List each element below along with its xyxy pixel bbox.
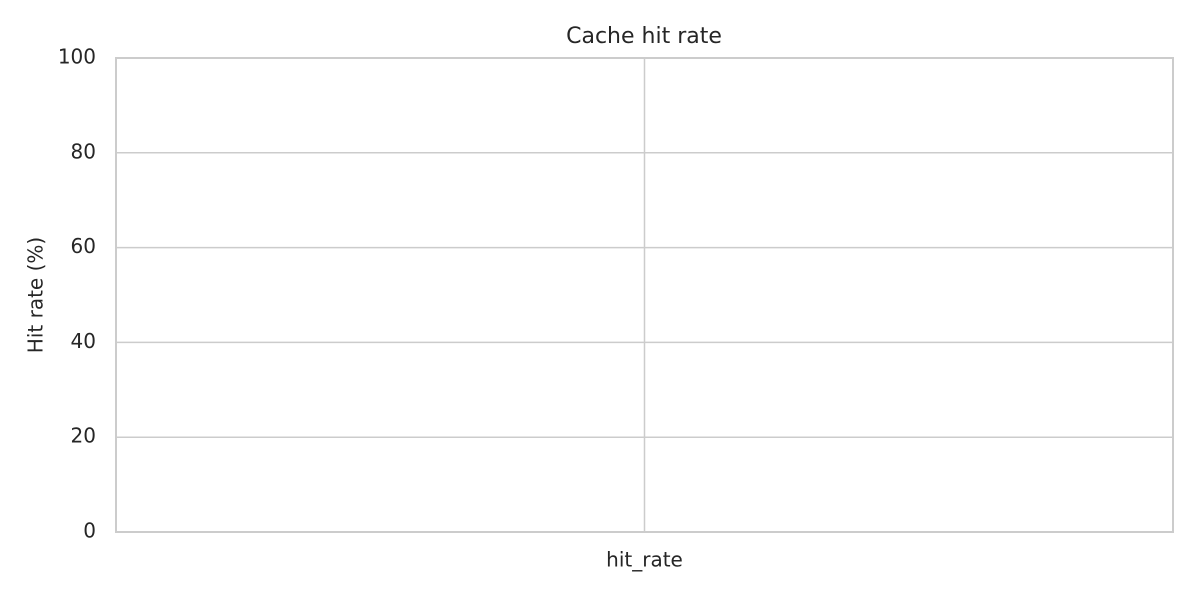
x-tick-label: hit_rate [606,548,683,572]
chart-title: Cache hit rate [566,24,722,49]
y-tick-label: 20 [71,424,96,448]
y-axis-label: Hit rate (%) [24,237,48,353]
y-tick-label: 60 [71,234,96,258]
y-tick-label: 0 [83,519,96,543]
y-tick-label: 40 [71,329,96,353]
y-tick-label: 100 [58,45,96,69]
plot-frame [115,57,1174,533]
y-tick-label: 80 [71,139,96,163]
